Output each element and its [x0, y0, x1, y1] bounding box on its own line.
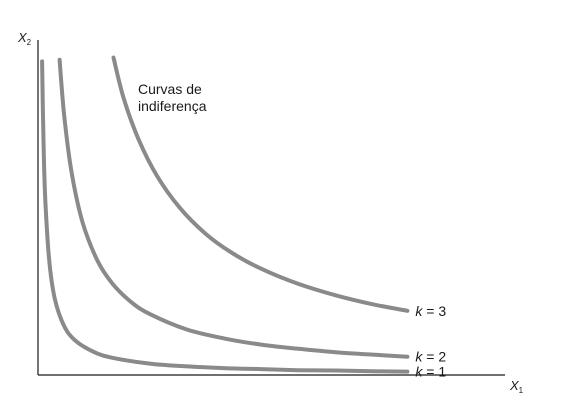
annotation-indifference-curves: Curvas de indiferença — [138, 81, 207, 114]
indifference-curve-1 — [40, 59, 410, 374]
indifference-curve-2 — [57, 57, 410, 359]
indifference-curve-3 — [111, 55, 410, 313]
annotation-line-2: indiferença — [138, 98, 207, 114]
curve-label-3: k = 3 — [415, 303, 446, 319]
y-axis-label: X2 — [17, 30, 32, 47]
x-axis-label: X1 — [509, 378, 524, 395]
curves — [40, 55, 410, 374]
curve-label-2: k = 2 — [415, 349, 446, 365]
annotation-line-1: Curvas de — [138, 81, 202, 97]
x-axis-label-main: X — [509, 378, 520, 393]
curve-label-1: k = 1 — [415, 364, 446, 380]
y-axis-label-subscript: 2 — [27, 38, 32, 47]
y-axis-label-main: X — [17, 30, 28, 45]
axes — [37, 40, 505, 376]
curve-labels: k = 1k = 2 k = 3 — [415, 303, 446, 380]
x-axis-label-subscript: 1 — [519, 386, 524, 395]
